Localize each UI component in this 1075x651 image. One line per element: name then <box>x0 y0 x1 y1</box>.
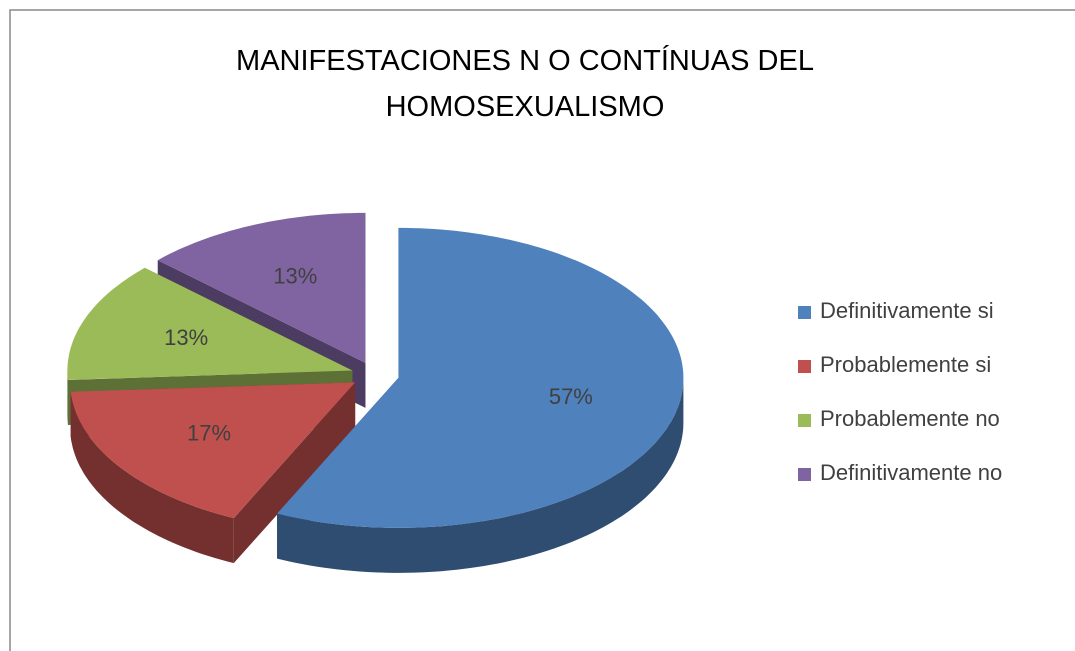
slice-side <box>70 391 234 564</box>
legend-swatch <box>798 360 811 373</box>
legend-swatch <box>798 468 811 481</box>
slice <box>157 212 366 363</box>
slice-side <box>67 370 68 425</box>
data-label: 17% <box>187 421 231 446</box>
legend-label: Probablemente si <box>820 352 991 377</box>
data-label: 57% <box>549 384 593 409</box>
data-label: 13% <box>164 325 208 350</box>
legend-swatch <box>798 306 811 319</box>
slice-side <box>277 377 684 573</box>
slice <box>67 267 353 380</box>
data-label: 13% <box>273 263 317 288</box>
slice <box>70 382 356 519</box>
slice <box>277 227 684 528</box>
legend-label: Probablemente no <box>820 406 1000 431</box>
legend-label: Definitivamente si <box>820 298 994 323</box>
legend-swatch <box>798 414 811 427</box>
legend-label: Definitivamente no <box>820 460 1002 485</box>
chart-title: MANIFESTACIONES N O CONTÍNUAS DEL HOMOSE… <box>236 45 814 123</box>
chart-border <box>9 9 1075 651</box>
